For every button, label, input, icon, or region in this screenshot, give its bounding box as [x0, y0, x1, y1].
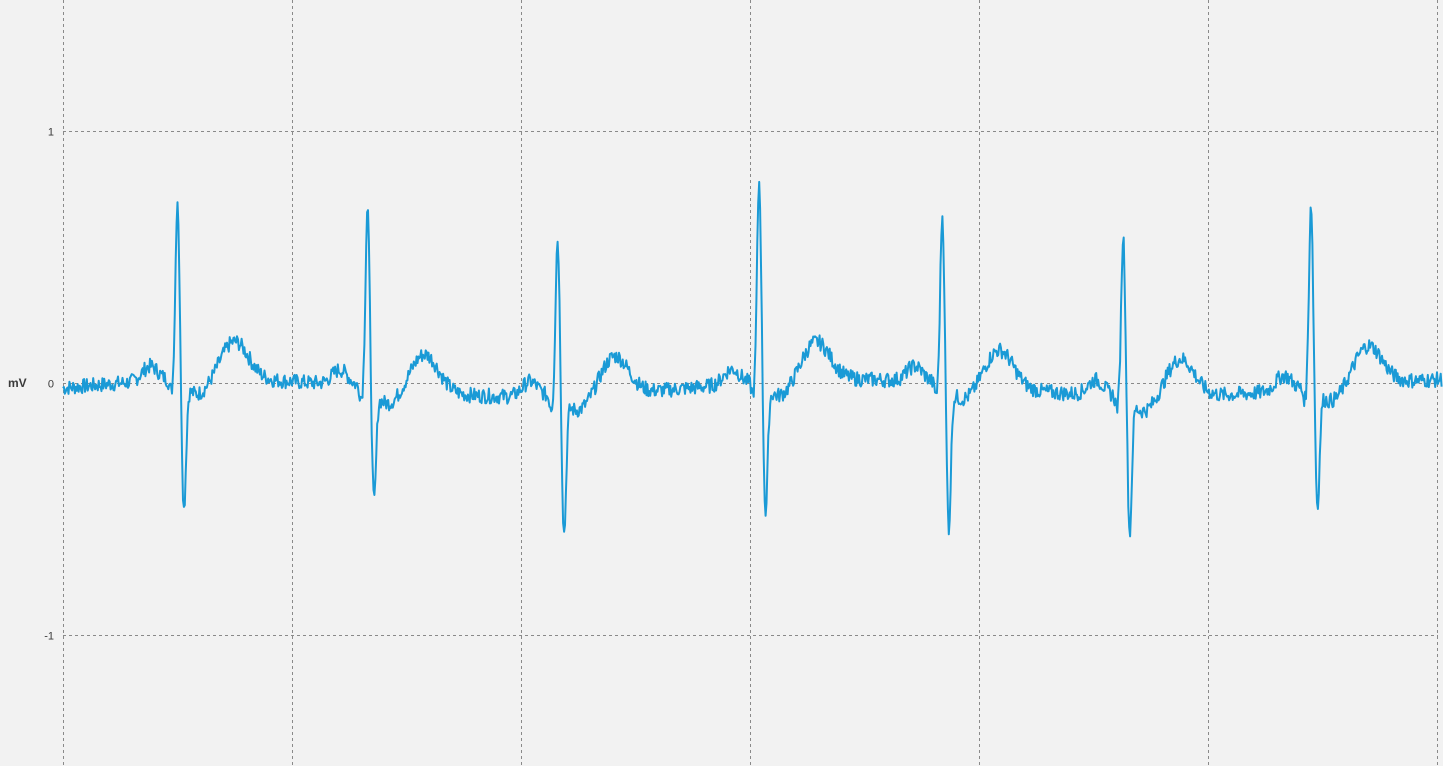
- label-layer: mV 1 0 -1: [8, 127, 54, 643]
- ecg-trace-line: [62, 180, 1443, 538]
- y-tick-label: 0: [48, 379, 54, 391]
- y-axis-unit-label: mV: [8, 376, 27, 390]
- y-tick-label: -1: [44, 631, 54, 643]
- y-tick-label: 1: [48, 127, 54, 139]
